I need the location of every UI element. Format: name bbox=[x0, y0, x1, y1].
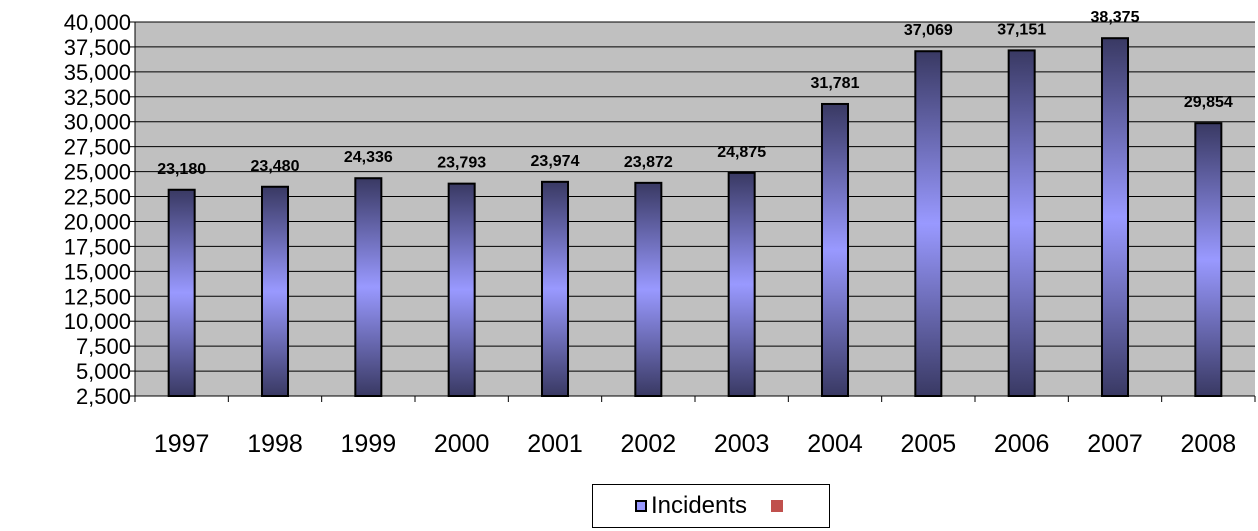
gridlines bbox=[135, 21, 1255, 372]
bar bbox=[914, 50, 943, 397]
bar bbox=[167, 188, 196, 397]
y-tick-label: 37,500 bbox=[64, 35, 131, 60]
data-label: 37,069 bbox=[904, 22, 953, 39]
data-label: 31,781 bbox=[811, 75, 860, 92]
bar bbox=[634, 181, 663, 397]
x-axis-ticks: 1997 1998 1999 2000 2001 2002 2003 2004 2005 2006… bbox=[154, 430, 1236, 458]
x-tick-label: 2001 bbox=[527, 430, 583, 458]
data-label: 23,974 bbox=[531, 153, 580, 170]
y-tick-label: 17,500 bbox=[64, 234, 131, 259]
bar bbox=[447, 182, 476, 397]
x-tick-label: 2002 bbox=[621, 430, 677, 458]
x-tick-label: 1998 bbox=[247, 430, 303, 458]
y-tick-label: 40,000 bbox=[64, 10, 131, 35]
data-label: 24,336 bbox=[344, 149, 393, 166]
legend-label-incidents: Incidents bbox=[650, 492, 748, 519]
data-label: 23,180 bbox=[157, 161, 206, 178]
y-tick-label: 30,000 bbox=[64, 110, 131, 135]
bar bbox=[1007, 49, 1036, 397]
y-tick-label: 15,000 bbox=[64, 259, 131, 284]
x-tick-label: 1997 bbox=[154, 430, 210, 458]
y-tick-label: 27,500 bbox=[64, 135, 131, 160]
bar bbox=[1101, 37, 1129, 397]
data-label: 29,854 bbox=[1184, 94, 1233, 111]
data-label: 37,151 bbox=[997, 21, 1046, 38]
bar bbox=[261, 185, 289, 397]
y-tick-label: 32,500 bbox=[64, 85, 131, 110]
legend-swatch-2 bbox=[771, 500, 784, 512]
legend-item-incidents: Incidents bbox=[634, 492, 748, 520]
y-tick-label: 2,500 bbox=[76, 384, 131, 409]
legend: Incidents bbox=[592, 484, 830, 528]
x-tick-label: 2003 bbox=[714, 430, 770, 458]
plot-area bbox=[135, 22, 1255, 396]
y-tick-label: 22,500 bbox=[64, 185, 131, 210]
bar bbox=[821, 102, 849, 397]
y-tick-label: 25,000 bbox=[64, 160, 131, 185]
data-label: 23,480 bbox=[251, 158, 300, 175]
bars bbox=[167, 37, 1223, 397]
data-label: 24,875 bbox=[717, 144, 766, 161]
y-tick-label: 35,000 bbox=[64, 60, 131, 85]
axes bbox=[134, 22, 1256, 402]
x-tick-label: 2008 bbox=[1181, 430, 1237, 458]
x-tick-label: 2000 bbox=[434, 430, 490, 458]
data-label: 38,375 bbox=[1091, 9, 1140, 26]
data-label: 23,793 bbox=[437, 155, 486, 172]
x-tick-label: 1999 bbox=[341, 430, 397, 458]
x-tick-label: 2006 bbox=[994, 430, 1050, 458]
data-label: 23,872 bbox=[624, 154, 673, 171]
y-tick-label: 5,000 bbox=[76, 359, 131, 384]
y-tick-label: 7,500 bbox=[76, 334, 131, 359]
x-tick-label: 2005 bbox=[901, 430, 957, 458]
y-axis-ticks: 2,5005,0007,50010,00012,50015,00017,5002… bbox=[64, 10, 135, 409]
bar bbox=[541, 180, 569, 397]
y-tick-label: 20,000 bbox=[64, 209, 131, 234]
x-tick-label: 2004 bbox=[807, 430, 863, 458]
y-tick-label: 12,500 bbox=[64, 284, 131, 309]
bar bbox=[354, 177, 383, 397]
x-tick-label: 2007 bbox=[1087, 430, 1143, 458]
bar bbox=[1194, 122, 1223, 397]
bar bbox=[727, 171, 756, 397]
legend-item-2 bbox=[755, 500, 787, 512]
data-labels: 23,180 23,480 24,336 23,793 23,974 23,872 24,8… bbox=[157, 9, 1233, 178]
y-tick-label: 10,000 bbox=[64, 309, 131, 334]
legend-swatch-incidents bbox=[634, 500, 647, 512]
